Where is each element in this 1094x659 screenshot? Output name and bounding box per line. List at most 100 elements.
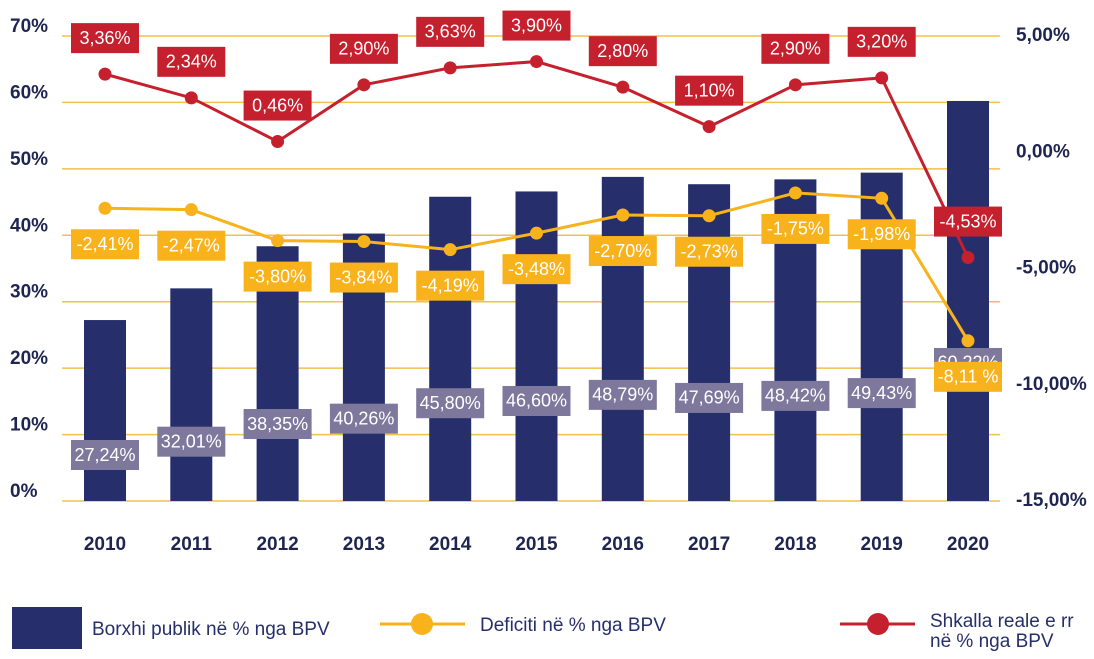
bar <box>688 184 731 501</box>
bar <box>429 196 472 501</box>
bar-label-box <box>157 426 226 457</box>
growth-label-box <box>157 46 226 77</box>
point <box>961 251 975 265</box>
point <box>184 91 198 105</box>
bar-label-box <box>761 380 830 411</box>
growth-label: 3,20% <box>856 32 907 52</box>
growth-label-box <box>934 206 1002 237</box>
growth-label-box <box>675 75 744 106</box>
point <box>788 186 802 200</box>
deficit-label-box <box>502 254 571 285</box>
bar-label: 48,42% <box>765 386 826 406</box>
point <box>443 243 457 257</box>
deficit-label: -8,11 % <box>938 367 999 387</box>
growth-label: 2,34% <box>166 52 217 72</box>
bar-label-box <box>502 385 571 416</box>
y2-tick-label: -10,00% <box>1016 374 1087 395</box>
y-tick-label: 50% <box>10 149 48 170</box>
bar-label: 32,01% <box>161 431 222 451</box>
deficit-label: -1,98% <box>853 224 910 244</box>
deficit-label-box <box>416 270 485 301</box>
deficit-label: -2,73% <box>681 241 738 261</box>
y-tick-label: 0% <box>10 481 38 502</box>
growth-label-box <box>243 90 312 121</box>
legend-label: Shkalla reale e rr në % nga BPV <box>930 611 1074 652</box>
bar <box>515 191 558 501</box>
y-tick-label: 10% <box>10 415 48 436</box>
growth-label: 2,90% <box>338 39 389 59</box>
x-tick-label: 2017 <box>688 534 730 555</box>
growth-label-box <box>588 36 657 67</box>
bar-label: 27,24% <box>74 445 135 465</box>
bar-label-box <box>847 378 916 409</box>
point <box>357 235 371 249</box>
x-tick-label: 2013 <box>343 534 385 555</box>
point <box>443 61 457 75</box>
x-tick-label: 2015 <box>515 534 558 555</box>
y-tick-label: 40% <box>10 215 48 236</box>
bar-label: 38,35% <box>247 414 308 434</box>
point <box>184 203 198 217</box>
bar <box>601 176 644 501</box>
growth-label: 2,90% <box>770 39 821 59</box>
bar <box>84 320 126 501</box>
x-tick-label: 2018 <box>774 534 816 555</box>
deficit-label-box <box>761 213 830 244</box>
deficit-label: -3,48% <box>508 259 565 279</box>
deficit-label: -4,19% <box>422 275 479 295</box>
bar-label-box <box>71 440 139 471</box>
point <box>961 334 975 348</box>
deficit-label-box <box>71 229 139 260</box>
bar-label-box <box>243 409 312 440</box>
y2-tick-label: -5,00% <box>1016 258 1076 279</box>
bar-label: 48,79% <box>592 385 653 405</box>
legend-label: Borxhi publik në % nga BPV <box>92 619 330 640</box>
x-tick-label: 2020 <box>947 534 989 555</box>
growth-label-box <box>502 10 571 41</box>
x-tick-label: 2016 <box>602 534 644 555</box>
x-tick-label: 2010 <box>84 534 126 555</box>
bar-label: 45,80% <box>420 393 481 413</box>
legend-label: Deficiti në % nga BPV <box>480 615 666 636</box>
deficit-label-box <box>934 361 1002 392</box>
point <box>357 78 371 92</box>
y2-tick-label: 5,00% <box>1016 25 1070 46</box>
point <box>98 201 112 215</box>
bar-label: 40,26% <box>333 408 394 428</box>
legend-swatch <box>411 613 433 635</box>
y2-tick-label: 0,00% <box>1016 141 1070 162</box>
deficit-label: -3,80% <box>249 266 306 286</box>
deficit-label: -1,75% <box>767 219 824 239</box>
growth-label: -4,53% <box>939 211 996 231</box>
bar-label-box <box>588 379 657 410</box>
growth-label: 3,90% <box>511 15 562 35</box>
deficit-label-box <box>675 236 744 267</box>
bar <box>170 288 213 501</box>
deficit-label-box <box>847 219 916 250</box>
growth-label-box <box>416 16 485 47</box>
point <box>702 209 716 223</box>
growth-label-box <box>847 26 916 57</box>
bar-label: 49,43% <box>851 383 912 403</box>
growth-label: 3,63% <box>425 22 476 42</box>
growth-label: 0,46% <box>252 95 303 115</box>
growth-label: 2,80% <box>597 41 648 61</box>
deficit-label: -2,41% <box>76 234 133 254</box>
deficit-label: -2,47% <box>163 235 220 255</box>
point <box>875 71 889 85</box>
point <box>530 226 543 240</box>
y-tick-label: 60% <box>10 82 48 103</box>
y-tick-label: 70% <box>10 16 48 37</box>
x-tick-label: 2014 <box>429 534 472 555</box>
x-tick-label: 2012 <box>256 534 298 555</box>
growth-label: 1,10% <box>684 80 735 100</box>
deficit-label-box <box>243 261 312 292</box>
point <box>530 55 543 69</box>
y2-tick-label: -15,00% <box>1016 490 1087 511</box>
growth-label-box <box>761 33 830 64</box>
deficit-label-box <box>588 236 657 267</box>
deficit-label-box <box>157 230 226 261</box>
x-tick-label: 2019 <box>861 534 903 555</box>
bar-label-box <box>329 403 398 434</box>
